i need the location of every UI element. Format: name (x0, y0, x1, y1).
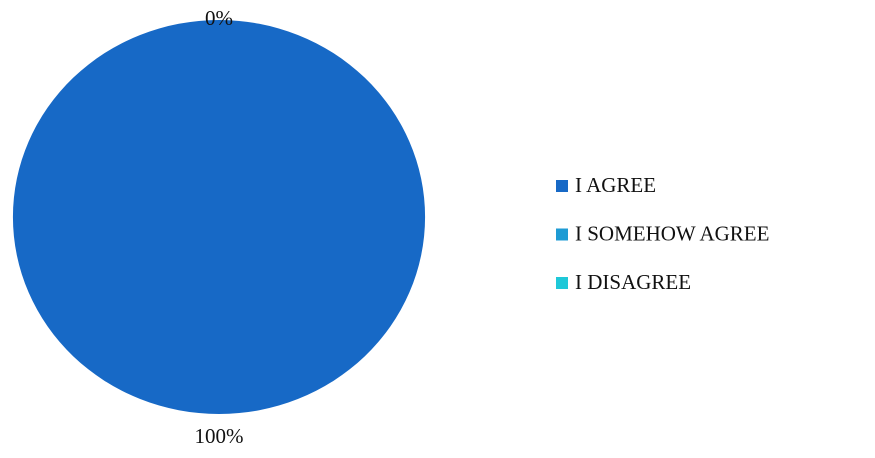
legend-label: I AGREE (575, 173, 656, 197)
legend-label: I SOMEHOW AGREE (575, 221, 769, 245)
data-label: 0% (205, 6, 233, 30)
legend-swatch (556, 180, 568, 192)
pie-slice (12, 19, 426, 415)
legend-swatch (556, 228, 568, 241)
data-label: 100% (195, 424, 244, 448)
legend-label: I DISAGREE (575, 270, 691, 294)
legend-swatch (556, 277, 568, 289)
